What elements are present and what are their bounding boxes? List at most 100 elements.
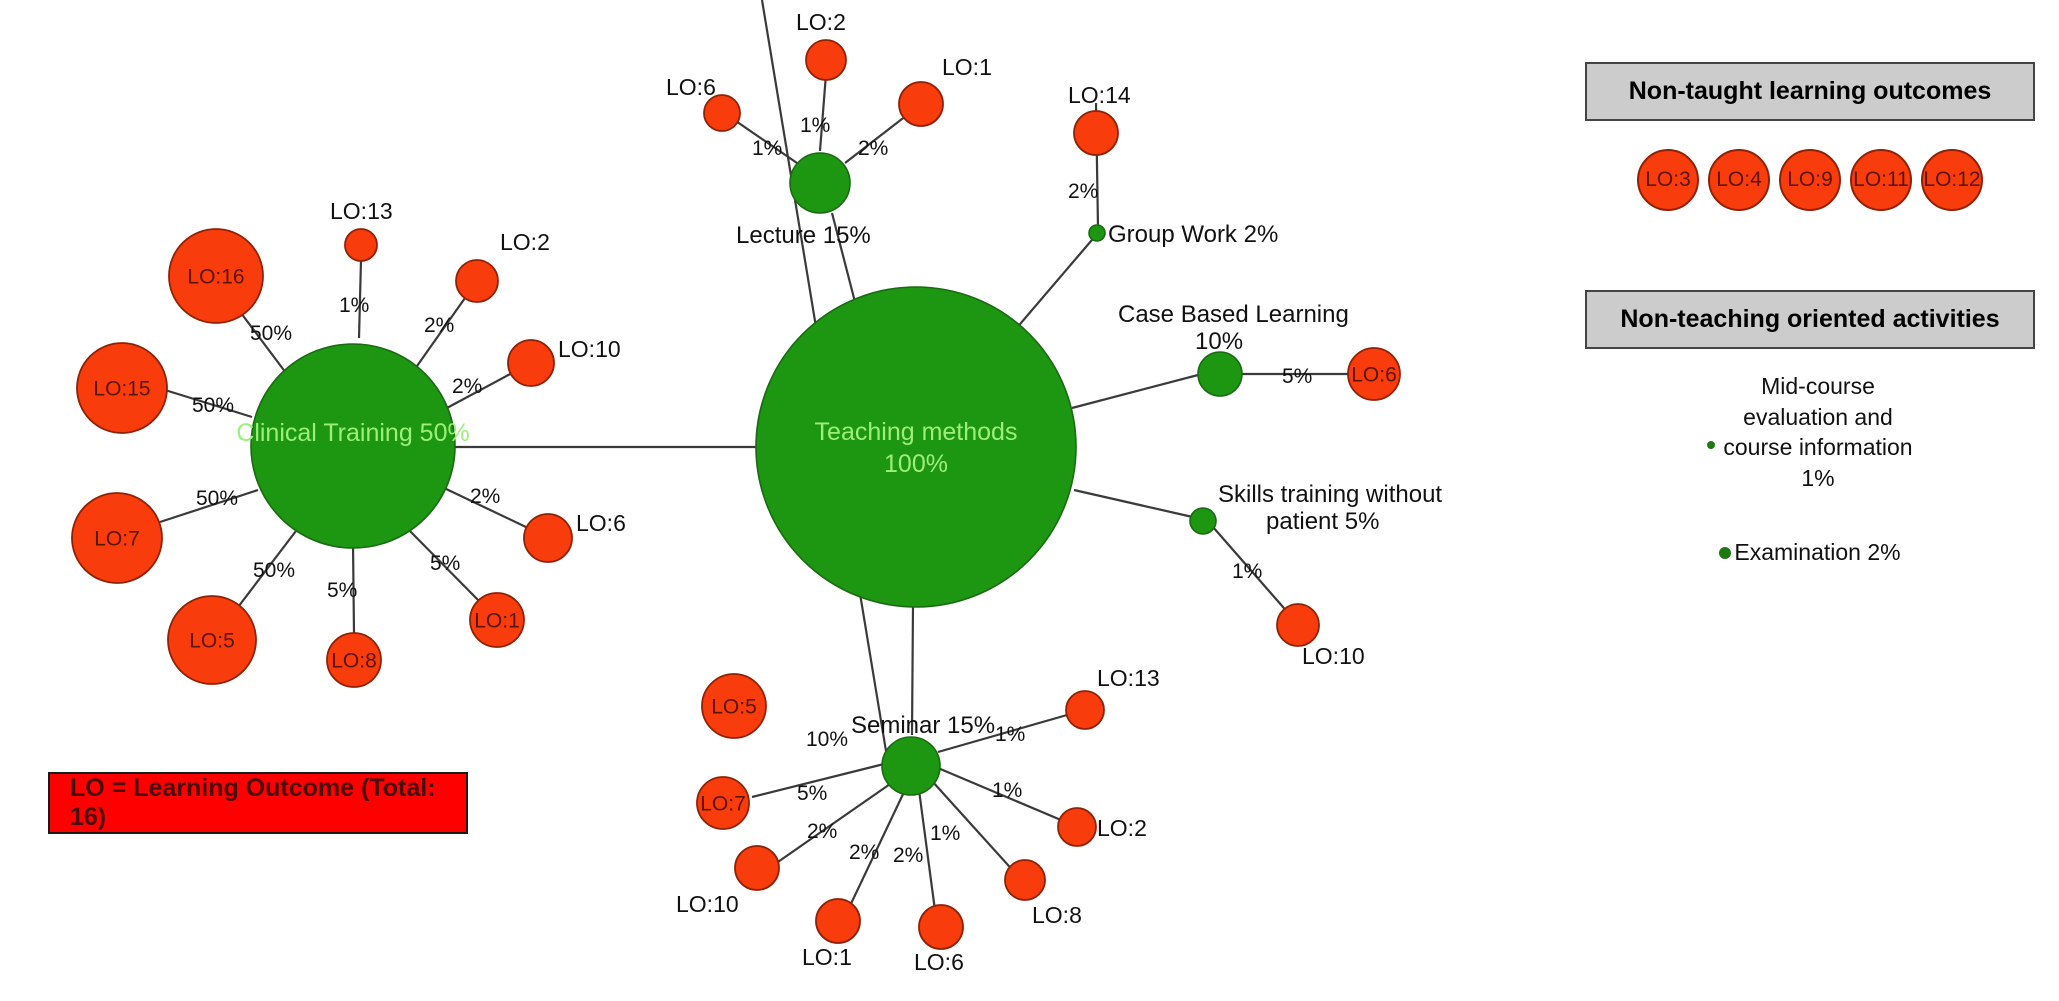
node-hub-teaching-methods[interactable]: Teaching methods 100% xyxy=(755,286,1077,608)
edge-weight: 1% xyxy=(752,137,782,160)
node-seminar-lo6[interactable]: LO:6 xyxy=(914,904,964,975)
non-taught-outcome-chip[interactable]: LO:4 xyxy=(1708,149,1770,211)
node-clinical-lo16[interactable]: LO:16 xyxy=(168,228,264,324)
edge-weight: 5% xyxy=(797,782,827,805)
node-method-seminar[interactable] xyxy=(881,736,941,796)
edge-clinical-lo13 xyxy=(357,259,363,339)
node-label: LO:7 xyxy=(94,528,140,551)
edge-lecture-lo1 xyxy=(844,111,912,164)
node-clinical-lo1[interactable]: LO:1 xyxy=(469,592,525,648)
node-label: LO:2 xyxy=(1097,815,1147,841)
node-method-skills-training[interactable] xyxy=(1189,507,1217,535)
node-clinical-lo2[interactable]: LO:2 xyxy=(455,229,550,303)
node-clinical-lo8[interactable]: LO:8 xyxy=(326,632,382,688)
edge-clinical-lo2 xyxy=(416,297,466,367)
node-clinical-lo5[interactable]: LO:5 xyxy=(167,595,257,685)
node-label: LO:10 xyxy=(676,891,739,917)
node-lecture-lo2[interactable]: LO:2 xyxy=(796,9,847,81)
non-taught-outcome-chip[interactable]: LO:12 xyxy=(1921,149,1983,211)
cluster-lecture: LO:6 LO:2 LO:1 Lecture 15% 1% 1% 2% xyxy=(666,9,992,249)
node-clinical-lo15[interactable]: LO:15 xyxy=(76,342,168,434)
node-label: Clinical Training 50% xyxy=(236,419,469,447)
node-lecture-lo6[interactable]: LO:6 xyxy=(666,74,741,132)
edge-weight: 1% xyxy=(995,723,1025,746)
edge-skills-lo10 xyxy=(1212,526,1291,616)
non-taught-outcome-chip[interactable]: LO:11 xyxy=(1850,149,1912,211)
edge-weight: 2% xyxy=(893,844,923,867)
node-clinical-lo10[interactable]: LO:10 xyxy=(507,336,621,387)
node-label: LO:13 xyxy=(1097,665,1160,691)
cluster-cbl: LO:6 Case Based Learning 10% 5% xyxy=(1118,301,1401,401)
edge-clinical-lo5 xyxy=(231,526,300,616)
cluster-clinical: LO:16 LO:15 LO:7 LO:5 LO:13 LO:2 xyxy=(71,198,626,688)
node-lecture-lo1[interactable]: LO:1 xyxy=(898,54,992,127)
hub-label-line2: 100% xyxy=(884,450,948,478)
edge-layer xyxy=(159,0,1348,919)
activity-item-midcourse[interactable]: Mid-course evaluation and course informa… xyxy=(1585,371,2035,493)
edge-weight: 1% xyxy=(339,294,369,317)
activity-item-examination[interactable]: Examination 2% xyxy=(1585,537,2035,568)
non-taught-outcome-list: LO:3 LO:4 LO:9 LO:11 LO:12 xyxy=(1585,149,2035,211)
non-taught-outcome-chip[interactable]: LO:3 xyxy=(1637,149,1699,211)
cluster-seminar: LO:5 LO:7 LO:10 LO:1 LO:6 LO:8 xyxy=(676,665,1160,975)
edge-weight: 5% xyxy=(1282,365,1312,388)
node-method-lecture[interactable] xyxy=(789,152,851,214)
edge-clinical-lo1 xyxy=(405,526,482,604)
node-method-group-work[interactable] xyxy=(1088,224,1106,242)
edge-seminar-lo2 xyxy=(937,766,1069,825)
node-label: LO:10 xyxy=(558,336,621,362)
node-cbl-lo6[interactable]: LO:6 xyxy=(1347,347,1401,401)
edge-weight: 2% xyxy=(470,485,500,508)
edge-weight: 5% xyxy=(327,579,357,602)
edge-lecture-lo2 xyxy=(818,73,828,152)
node-label: LO:15 xyxy=(93,378,150,401)
node-clinical-lo6[interactable]: LO:6 xyxy=(523,510,626,563)
edge-weight: 2% xyxy=(849,841,879,864)
method-label-skills-line1: Skills training without xyxy=(1218,481,1442,508)
edge-weight: 2% xyxy=(1068,180,1098,203)
node-label: LO:10 xyxy=(1302,643,1365,669)
edge-weight: 2% xyxy=(858,137,888,160)
node-label: LO:2 xyxy=(500,229,550,255)
lo-legend-text: LO = Learning Outcome (Total: 16) xyxy=(70,774,436,831)
node-seminar-lo2[interactable]: LO:2 xyxy=(1057,807,1147,847)
activity-label: Examination 2% xyxy=(1734,539,1901,566)
node-label: LO:5 xyxy=(711,696,757,719)
edge-weight: 10% xyxy=(806,728,848,751)
edge-clinical-lo6 xyxy=(441,486,529,529)
node-method-case-based-learning[interactable] xyxy=(1197,351,1243,397)
lo-legend-box: LO = Learning Outcome (Total: 16) xyxy=(48,772,468,834)
method-label-skills-line2: patient 5% xyxy=(1266,508,1379,535)
node-label: LO:2 xyxy=(796,9,846,35)
node-seminar-lo8[interactable]: LO:8 xyxy=(1004,859,1082,928)
node-seminar-lo13[interactable]: LO:13 xyxy=(1065,665,1160,730)
node-seminar-lo5[interactable]: LO:5 xyxy=(701,673,767,739)
edge-seminar-lo10 xyxy=(774,781,894,865)
node-label: LO:8 xyxy=(331,650,377,673)
node-seminar-lo1[interactable]: LO:1 xyxy=(802,898,861,970)
node-seminar-lo10[interactable]: LO:10 xyxy=(676,845,780,917)
green-dot-icon xyxy=(1719,546,1732,559)
edge-seminar-lo6 xyxy=(917,789,938,919)
edge-seminar-lo13 xyxy=(937,711,1075,754)
edge-clinical-lo16 xyxy=(240,312,290,378)
edge-weight: 1% xyxy=(800,114,830,137)
node-label: LO:16 xyxy=(187,266,244,289)
activity-label: Mid-course evaluation and course informa… xyxy=(1723,373,1913,491)
node-label: LO:1 xyxy=(802,944,852,970)
cluster-skills: LO:10 Skills training without patient 5%… xyxy=(1189,481,1442,669)
edge-weight: 50% xyxy=(253,559,295,582)
node-clinical-lo13[interactable]: LO:13 xyxy=(330,198,393,262)
node-skills-lo10[interactable]: LO:10 xyxy=(1276,603,1365,669)
node-seminar-lo7[interactable]: LO:7 xyxy=(696,776,750,830)
node-clinical-lo7[interactable]: LO:7 xyxy=(71,492,163,584)
node-groupwork-lo14[interactable]: LO:14 xyxy=(1068,82,1131,156)
non-taught-outcome-chip[interactable]: LO:9 xyxy=(1779,149,1841,211)
node-label: LO:6 xyxy=(576,510,626,536)
edge-weight: 50% xyxy=(250,322,292,345)
node-method-clinical-training[interactable]: Clinical Training 50% xyxy=(236,343,470,549)
node-label: LO:6 xyxy=(1351,364,1397,387)
node-label: LO:1 xyxy=(474,610,520,633)
